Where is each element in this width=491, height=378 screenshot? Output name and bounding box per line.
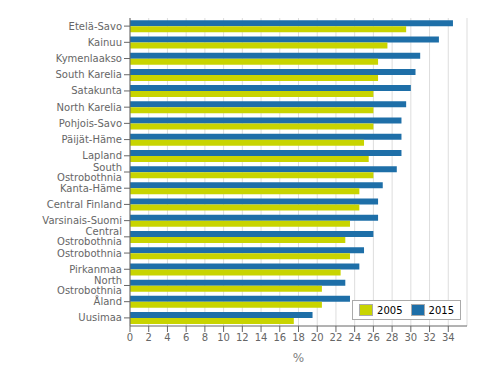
svg-text:14: 14 <box>255 332 268 343</box>
svg-text:Pirkanmaa: Pirkanmaa <box>69 264 122 275</box>
svg-text:32: 32 <box>423 332 436 343</box>
svg-text:%: % <box>293 351 304 365</box>
svg-text:Central Finland: Central Finland <box>47 199 122 210</box>
svg-text:12: 12 <box>236 332 249 343</box>
html-text:2015: 2015 <box>428 304 454 316</box>
svg-text:Åland: Åland <box>94 295 122 307</box>
svg-text:10: 10 <box>217 332 230 343</box>
svg-text:NorthOstrobothnia: NorthOstrobothnia <box>57 275 122 296</box>
svg-text:Kainuu: Kainuu <box>88 37 122 48</box>
html-text:2005: 2005 <box>377 304 403 316</box>
svg-text:Kanta-Häme: Kanta-Häme <box>60 183 122 194</box>
svg-text:18: 18 <box>292 332 305 343</box>
svg-text:South Karelia: South Karelia <box>56 69 122 80</box>
svg-text:24: 24 <box>348 332 361 343</box>
svg-text:North Karelia: North Karelia <box>57 102 122 113</box>
svg-text:CentralOstrobothnia: CentralOstrobothnia <box>57 226 122 247</box>
svg-text:Lapland: Lapland <box>82 150 122 161</box>
svg-text:Ostrobothnia: Ostrobothnia <box>57 248 122 259</box>
svg-text:Pohjois-Savo: Pohjois-Savo <box>59 118 122 129</box>
svg-text:6: 6 <box>183 332 189 343</box>
svg-text:16: 16 <box>273 332 286 343</box>
svg-text:8: 8 <box>202 332 208 343</box>
svg-text:Varsinais-Suomi: Varsinais-Suomi <box>42 215 122 226</box>
svg-text:30: 30 <box>404 332 417 343</box>
svg-text:Etelä-Savo: Etelä-Savo <box>69 21 122 32</box>
svg-text:28: 28 <box>386 332 399 343</box>
svg-text:4: 4 <box>164 332 170 343</box>
svg-text:2: 2 <box>146 332 152 343</box>
svg-text:20: 20 <box>311 332 324 343</box>
svg-text:Päijät-Häme: Päijät-Häme <box>62 134 122 145</box>
svg-text:Satakunta: Satakunta <box>71 85 122 96</box>
svg-text:SouthOstrobothnia: SouthOstrobothnia <box>57 162 122 183</box>
svg-text:26: 26 <box>367 332 380 343</box>
svg-text:Uusimaa: Uusimaa <box>78 312 122 323</box>
svg-text:0: 0 <box>127 332 133 343</box>
svg-text:34: 34 <box>442 332 455 343</box>
svg-text:Kymenlaakso: Kymenlaakso <box>56 53 122 64</box>
svg-text:22: 22 <box>330 332 343 343</box>
